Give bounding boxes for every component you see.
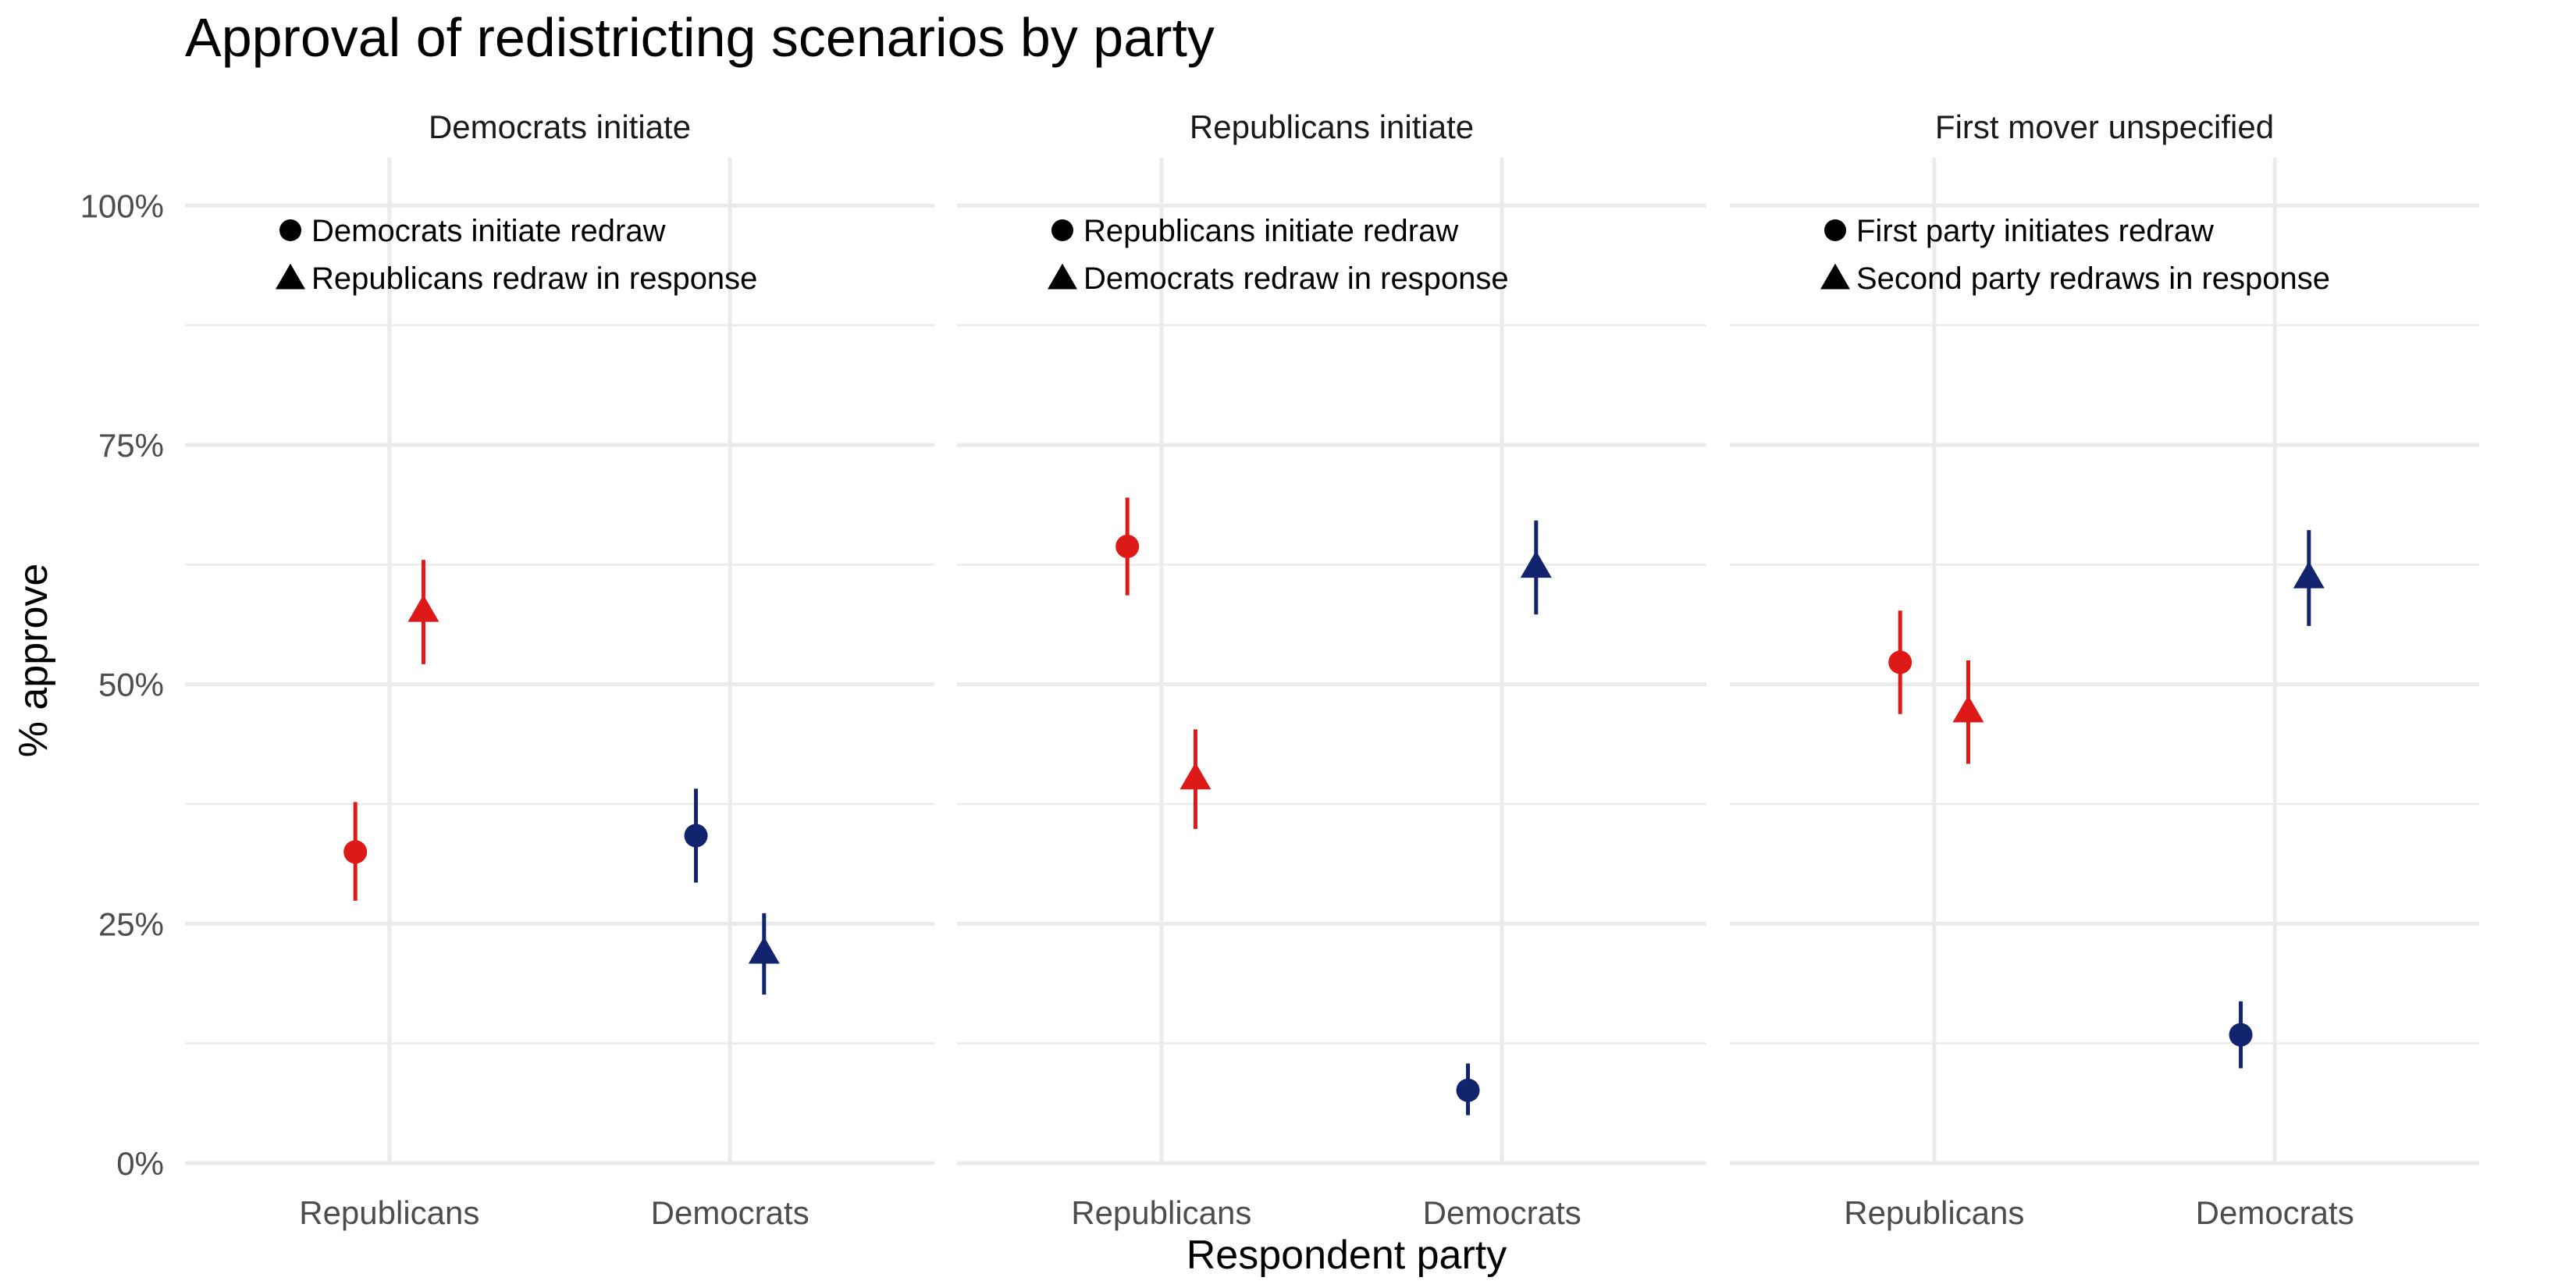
data-point-triangle	[1952, 695, 1984, 723]
point-range	[1888, 610, 1912, 714]
point-range	[748, 913, 780, 995]
facet-panel: First mover unspecified Republicans Democr…	[1730, 109, 2479, 1231]
point-range	[684, 788, 708, 883]
y-axis-title: % approve	[11, 564, 56, 758]
facet-strip-label: First mover unspecified	[1935, 109, 2274, 145]
y-tick-label: 75%	[98, 427, 164, 464]
data-point-circle	[684, 824, 708, 848]
legend-label: Democrats redraw in response	[1083, 262, 1509, 296]
y-tick-label: 100%	[80, 187, 164, 224]
facet-panel: Democrats initiate Republicans Democrats De…	[185, 109, 934, 1231]
legend-triangle-icon	[276, 263, 305, 290]
y-axis-ticks: 0% 25% 50% 75% 100%	[80, 187, 164, 1182]
y-tick-label: 25%	[98, 906, 164, 942]
legend-label: First party initiates redraw	[1856, 214, 2214, 248]
facet-panel: Republicans initiate Republicans Democrats…	[957, 109, 1706, 1231]
data-point-circle	[1115, 535, 1140, 559]
data-point-circle	[2229, 1023, 2253, 1047]
x-tick-label: Republicans	[1071, 1194, 1251, 1231]
x-tick-label: Republicans	[299, 1194, 479, 1231]
facet-strip-label: Republicans initiate	[1190, 109, 1474, 145]
legend: Democrats initiate redraw Republicans red…	[276, 214, 757, 296]
point-range	[407, 560, 439, 664]
y-tick-label: 50%	[98, 667, 164, 703]
data-point-circle	[1456, 1078, 1480, 1102]
data-point-circle	[343, 840, 368, 864]
point-range	[1179, 729, 1212, 829]
legend-circle-icon	[279, 219, 301, 241]
data-point-triangle	[1179, 762, 1212, 790]
legend-label: Second party redraws in response	[1856, 262, 2330, 296]
point-range	[1456, 1063, 1480, 1115]
legend-label: Republicans redraw in response	[311, 262, 757, 296]
x-tick-label: Democrats	[2196, 1194, 2354, 1231]
legend-triangle-icon	[1820, 263, 1850, 290]
data-point-triangle	[2293, 561, 2325, 589]
legend-circle-icon	[1824, 219, 1846, 241]
x-tick-label: Democrats	[1423, 1194, 1582, 1231]
x-axis-title: Respondent party	[1187, 1233, 1507, 1278]
legend-circle-icon	[1051, 219, 1073, 241]
data-point-circle	[1888, 650, 1912, 674]
legend-triangle-icon	[1048, 263, 1077, 290]
x-tick-label: Republicans	[1844, 1194, 2024, 1231]
y-tick-label: 0%	[116, 1145, 164, 1182]
legend-label: Democrats initiate redraw	[311, 214, 666, 248]
point-range	[1115, 497, 1140, 596]
point-range	[1520, 520, 1552, 615]
data-point-triangle	[748, 936, 780, 964]
facet-strip-label: Democrats initiate	[429, 109, 691, 145]
facet-panels: Democrats initiate Republicans Democrats De…	[185, 109, 2479, 1231]
data-point-triangle	[1520, 550, 1552, 578]
point-range	[2229, 1001, 2253, 1069]
point-range	[1952, 660, 1984, 764]
chart-title: Approval of redistricting scenarios by p…	[185, 7, 1215, 68]
point-range	[343, 802, 368, 901]
legend-label: Republicans initiate redraw	[1083, 214, 1458, 248]
legend: First party initiates redraw Second party…	[1820, 214, 2330, 296]
data-point-triangle	[407, 594, 439, 622]
point-range	[2293, 530, 2325, 626]
legend: Republicans initiate redraw Democrats red…	[1048, 214, 1509, 296]
x-tick-label: Democrats	[651, 1194, 809, 1231]
